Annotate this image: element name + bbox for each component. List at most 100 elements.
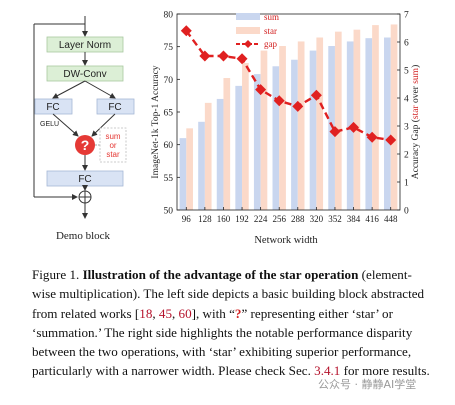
legend-sum-swatch (236, 13, 260, 20)
fc-left-label: FC (46, 102, 59, 113)
bar-star (390, 24, 398, 210)
gap-point (366, 131, 378, 143)
fc-bottom-label: FC (78, 174, 91, 185)
x-tick-label: 384 (347, 214, 361, 224)
y-right-tick-label: 7 (404, 11, 409, 21)
caption-text-a: (element-wise multiplication). The left … (32, 267, 425, 321)
legend-gap-marker (244, 40, 252, 48)
x-tick-label: 192 (235, 214, 249, 224)
gap-point (180, 25, 192, 37)
y-left-tick-label: 55 (164, 174, 174, 184)
operation-circle (75, 135, 95, 155)
y-right-part-star: star (411, 105, 421, 120)
dwconv-label: DW-Conv (63, 69, 106, 80)
x-tick-label: 448 (384, 214, 398, 224)
y-left-tick-label: 65 (164, 109, 174, 119)
legend-sum-label: sum (264, 12, 279, 22)
demo-block-label: Demo block (56, 230, 111, 242)
bar-star (204, 102, 212, 210)
gap-point (236, 53, 248, 65)
y-right-part-sum: sum (411, 67, 421, 83)
caption-question-mark: ? (234, 305, 242, 321)
caption-ref-18[interactable]: 18 (139, 305, 153, 321)
gap-line-group (180, 25, 397, 146)
caption-ref-60[interactable]: 60 (178, 305, 192, 321)
callout-or: or (109, 141, 116, 150)
watermark: 公众号 · 静静AI学堂 (318, 378, 417, 391)
y-right-tick-label: 3 (404, 123, 409, 133)
bar-sum (291, 59, 298, 210)
bar-star (186, 128, 193, 210)
y-axis-right-label: Accuracy Gap (star over sum) (410, 65, 421, 180)
caption-sep-2: , (172, 305, 179, 321)
x-tick-label: 352 (328, 214, 342, 224)
bar-sum (384, 37, 391, 210)
y-left-tick-label: 75 (164, 43, 174, 53)
y-left-tick-label: 70 (164, 76, 174, 86)
x-tick-label: 256 (272, 214, 286, 224)
callout-sum: sum (105, 132, 120, 141)
y-right-part-over: over (411, 84, 421, 106)
gap-point (310, 89, 322, 101)
caption-fig-label: Figure 1. (32, 267, 80, 282)
bar-sum (179, 138, 187, 210)
accuracy-chart: 50 55 60 65 70 75 80 0 1 2 3 4 5 6 7 96 128 160 192 224 256 2… (151, 11, 421, 247)
caption-ref-45[interactable]: 45 (158, 305, 172, 321)
y-right-tick-label: 4 (404, 95, 409, 105)
bar-sum (328, 46, 335, 210)
layer-norm-label: Layer Norm (59, 40, 111, 51)
gap-point (273, 95, 285, 107)
y-axis-left-label: ImageNet-1k Top-1 Accuracy (151, 65, 161, 178)
bar-star (242, 63, 249, 210)
bar-sum (216, 98, 224, 210)
bar-sum (365, 38, 373, 210)
figure-caption: Figure 1. Illustration of the advantage … (32, 265, 432, 381)
bar-sum (198, 121, 205, 210)
gelu-label: GELU (40, 121, 59, 128)
gap-point (217, 50, 229, 62)
bar-sum (253, 74, 261, 211)
bar-star (223, 78, 231, 210)
bar-sum (235, 85, 243, 210)
callout-star: star (106, 150, 120, 159)
gap-point (385, 134, 397, 146)
x-tick-label: 288 (291, 214, 305, 224)
x-tick-label: 128 (198, 214, 212, 224)
caption-ref-section[interactable]: 3.4.1 (314, 363, 341, 379)
bar-star (260, 50, 268, 210)
fc-right-box (96, 98, 135, 115)
x-axis-label: Network width (254, 235, 318, 246)
y-right-part-close: ) (410, 65, 421, 68)
legend-gap-label: gap (264, 39, 277, 49)
y-left-tick-label: 80 (164, 11, 174, 21)
axes-group: 50 55 60 65 70 75 80 0 1 2 3 4 5 6 7 96 128 160 192 224 256 2… (164, 11, 410, 225)
bar-sum (272, 66, 280, 211)
y-right-tick-label: 2 (404, 151, 409, 161)
y-right-tick-label: 6 (404, 39, 409, 49)
y-right-tick-label: 5 (404, 67, 409, 77)
caption-text-c: ” representing either ‘star’ or ‘summati… (32, 305, 413, 379)
gap-point (292, 100, 304, 112)
fc-right-label: FC (108, 102, 121, 113)
x-tick-label: 320 (310, 214, 324, 224)
legend: sum star gap (236, 12, 279, 49)
sum-or-star-callout (99, 127, 127, 163)
caption-title: Illustration of the advantage of the sta… (82, 267, 359, 282)
demo-block-diagram: Layer Norm DW-Conv FC FC GELU ? sum or s… (33, 16, 135, 242)
y-right-tick-label: 0 (404, 207, 409, 217)
x-tick-label: 416 (365, 214, 379, 224)
gap-point (199, 50, 211, 62)
x-tick-label: 224 (254, 214, 268, 224)
bars-group (179, 24, 398, 211)
bar-star (279, 46, 286, 210)
y-left-tick-label: 50 (164, 207, 174, 217)
bar-star (372, 25, 379, 211)
question-mark: ? (81, 137, 90, 153)
gap-point (329, 126, 341, 138)
bar-sum (309, 50, 317, 210)
legend-star-swatch (236, 27, 260, 34)
x-tick-label: 160 (217, 214, 231, 224)
figure: Layer Norm DW-Conv FC FC GELU ? sum or s… (33, 11, 421, 247)
y-right-part-1: Accuracy Gap ( (410, 119, 421, 179)
y-left-tick-label: 60 (164, 141, 174, 151)
